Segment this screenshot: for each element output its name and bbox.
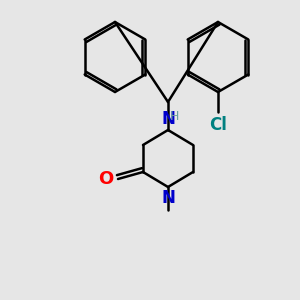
Text: Cl: Cl bbox=[209, 116, 227, 134]
Text: N: N bbox=[161, 110, 175, 128]
Text: O: O bbox=[98, 170, 113, 188]
Text: H: H bbox=[170, 110, 179, 123]
Text: N: N bbox=[161, 189, 175, 207]
